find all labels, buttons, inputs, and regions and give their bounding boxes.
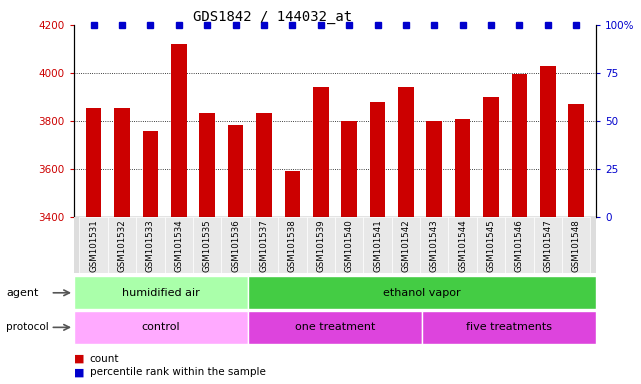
Text: GSM101532: GSM101532	[117, 220, 126, 273]
Text: GSM101535: GSM101535	[203, 220, 212, 273]
FancyBboxPatch shape	[79, 217, 108, 273]
Bar	[455, 119, 470, 384]
FancyBboxPatch shape	[422, 311, 596, 344]
Bar	[114, 108, 129, 384]
Text: ■: ■	[74, 367, 84, 377]
Bar	[199, 113, 215, 384]
Bar	[512, 74, 528, 384]
FancyBboxPatch shape	[221, 217, 250, 273]
Text: GSM101539: GSM101539	[316, 220, 325, 272]
Text: GSM101548: GSM101548	[572, 220, 581, 273]
Bar	[285, 171, 300, 384]
Text: GSM101543: GSM101543	[430, 220, 439, 273]
Text: GSM101547: GSM101547	[544, 220, 553, 273]
Bar	[313, 88, 329, 384]
Text: GSM101544: GSM101544	[458, 220, 467, 273]
Text: GSM101534: GSM101534	[174, 220, 183, 273]
Text: GDS1842 / 144032_at: GDS1842 / 144032_at	[193, 10, 352, 23]
Text: control: control	[142, 322, 180, 333]
Bar	[171, 44, 187, 384]
FancyBboxPatch shape	[477, 217, 505, 273]
Bar	[569, 104, 584, 384]
FancyBboxPatch shape	[193, 217, 221, 273]
FancyBboxPatch shape	[74, 276, 248, 309]
FancyBboxPatch shape	[306, 217, 335, 273]
Bar	[540, 66, 556, 384]
Text: GSM101546: GSM101546	[515, 220, 524, 273]
Text: ■: ■	[74, 354, 84, 364]
Bar	[341, 121, 357, 384]
Text: percentile rank within the sample: percentile rank within the sample	[90, 367, 265, 377]
Bar	[256, 113, 272, 384]
FancyBboxPatch shape	[562, 217, 590, 273]
Text: GSM101542: GSM101542	[401, 220, 410, 273]
Text: five treatments: five treatments	[466, 322, 552, 333]
FancyBboxPatch shape	[534, 217, 562, 273]
Text: one treatment: one treatment	[295, 322, 375, 333]
Text: GSM101533: GSM101533	[146, 220, 155, 273]
Bar	[86, 108, 101, 384]
Text: protocol: protocol	[6, 322, 49, 333]
FancyBboxPatch shape	[449, 217, 477, 273]
Text: agent: agent	[6, 288, 39, 298]
FancyBboxPatch shape	[278, 217, 306, 273]
Text: GSM101531: GSM101531	[89, 220, 98, 273]
FancyBboxPatch shape	[165, 217, 193, 273]
Bar	[483, 97, 499, 384]
Bar	[398, 88, 413, 384]
Text: GSM101540: GSM101540	[345, 220, 354, 273]
Text: GSM101538: GSM101538	[288, 220, 297, 273]
Bar	[426, 121, 442, 384]
FancyBboxPatch shape	[250, 217, 278, 273]
Text: count: count	[90, 354, 119, 364]
FancyBboxPatch shape	[335, 217, 363, 273]
FancyBboxPatch shape	[248, 276, 596, 309]
Text: GSM101536: GSM101536	[231, 220, 240, 273]
FancyBboxPatch shape	[74, 311, 248, 344]
Bar	[142, 131, 158, 384]
Bar	[228, 124, 244, 384]
Text: ethanol vapor: ethanol vapor	[383, 288, 461, 298]
Text: humidified air: humidified air	[122, 288, 199, 298]
Text: GSM101545: GSM101545	[487, 220, 495, 273]
FancyBboxPatch shape	[392, 217, 420, 273]
FancyBboxPatch shape	[108, 217, 136, 273]
Text: GSM101541: GSM101541	[373, 220, 382, 273]
FancyBboxPatch shape	[363, 217, 392, 273]
FancyBboxPatch shape	[248, 311, 422, 344]
FancyBboxPatch shape	[136, 217, 165, 273]
Bar	[370, 102, 385, 384]
FancyBboxPatch shape	[420, 217, 449, 273]
FancyBboxPatch shape	[505, 217, 534, 273]
Text: GSM101537: GSM101537	[260, 220, 269, 273]
